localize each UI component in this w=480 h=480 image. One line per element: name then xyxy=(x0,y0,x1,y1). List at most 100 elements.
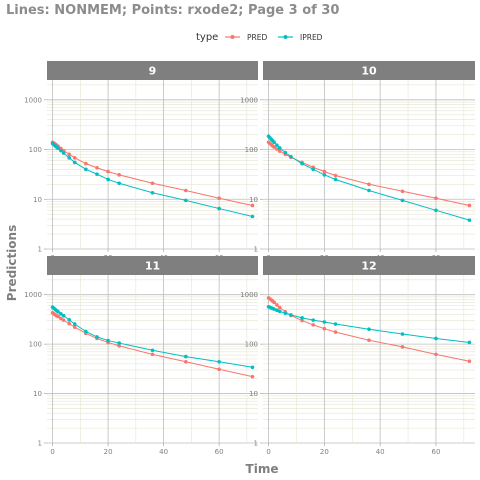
y-tick-label: 1 xyxy=(38,246,42,254)
data-point-pred xyxy=(400,189,405,194)
data-point-ipred xyxy=(150,190,155,195)
facet-strip-label: 12 xyxy=(361,260,376,273)
data-point-ipred xyxy=(322,320,327,324)
facet-strip-label: 10 xyxy=(361,65,377,78)
data-point-pred xyxy=(400,345,405,349)
data-point-ipred xyxy=(434,336,438,341)
data-point-ipred xyxy=(283,150,288,155)
data-point-pred xyxy=(150,352,155,357)
data-point-pred xyxy=(217,367,221,372)
data-point-pred xyxy=(117,173,121,177)
data-point-ipred xyxy=(56,146,60,151)
data-point-ipred xyxy=(117,181,121,186)
data-point-ipred xyxy=(333,322,338,326)
legend-label-pred: PRED xyxy=(247,33,267,42)
data-point-pred xyxy=(117,344,121,348)
data-point-ipred xyxy=(322,173,327,177)
y-tick-label: 1000 xyxy=(24,96,42,104)
data-point-ipred xyxy=(61,151,66,155)
data-point-ipred xyxy=(311,167,316,172)
legend-key-pred xyxy=(225,35,240,39)
data-point-ipred xyxy=(106,338,110,343)
data-point-pred xyxy=(333,330,338,334)
y-tick-label: 10 xyxy=(249,390,258,398)
y-tick-label: 1 xyxy=(254,440,258,448)
data-point-ipred xyxy=(311,318,316,322)
data-point-pred xyxy=(300,318,304,323)
data-point-ipred xyxy=(272,307,276,311)
data-point-ipred xyxy=(277,309,282,314)
y-tick-label: 1000 xyxy=(24,291,42,299)
data-point-pred xyxy=(67,321,72,326)
y-tick-label: 100 xyxy=(245,146,258,154)
data-point-pred xyxy=(250,374,255,379)
data-point-ipred xyxy=(277,146,282,150)
data-point-pred xyxy=(72,325,77,329)
legend-point-ipred xyxy=(283,35,288,39)
data-point-ipred xyxy=(367,327,371,332)
data-point-pred xyxy=(367,182,371,187)
data-point-pred xyxy=(272,300,276,305)
data-point-ipred xyxy=(289,313,293,317)
y-tick-label: 1 xyxy=(38,440,42,448)
data-point-pred xyxy=(434,196,438,201)
facet-strip xyxy=(47,61,258,80)
x-tick-label: 20 xyxy=(104,448,113,456)
data-point-pred xyxy=(84,161,88,166)
legend-key-ipred xyxy=(278,35,293,39)
data-point-ipred xyxy=(250,365,255,370)
data-point-pred xyxy=(367,338,371,343)
data-point-pred xyxy=(275,303,279,307)
data-point-ipred xyxy=(84,167,88,172)
data-point-pred xyxy=(434,352,438,357)
data-point-pred xyxy=(467,359,472,364)
data-point-ipred xyxy=(333,177,338,182)
x-tick-label: 60 xyxy=(431,448,440,456)
legend-label-ipred: IPRED xyxy=(300,33,323,42)
data-point-pred xyxy=(67,152,72,157)
data-point-pred xyxy=(95,165,99,170)
y-tick-label: 10 xyxy=(249,196,258,204)
data-point-ipred xyxy=(117,341,121,345)
data-point-pred xyxy=(277,149,282,153)
data-point-ipred xyxy=(467,218,472,222)
facet-strip xyxy=(47,256,258,275)
x-tick-label: 40 xyxy=(159,448,168,456)
data-point-pred xyxy=(322,169,327,174)
facet-panels: 9110100100002040601011010010000204060111… xyxy=(24,61,475,456)
data-point-pred xyxy=(184,188,188,193)
data-point-pred xyxy=(184,359,188,364)
data-point-ipred xyxy=(367,188,371,193)
data-point-pred xyxy=(275,147,279,151)
x-tick-label: 0 xyxy=(50,448,54,456)
data-point-pred xyxy=(311,323,316,327)
data-point-ipred xyxy=(467,340,472,345)
data-point-ipred xyxy=(275,143,279,148)
data-point-ipred xyxy=(400,332,405,336)
x-tick-label: 60 xyxy=(215,448,224,456)
data-point-pred xyxy=(150,181,155,186)
data-point-ipred xyxy=(434,208,438,213)
x-tick-label: 0 xyxy=(266,448,270,456)
data-point-pred xyxy=(467,203,472,208)
x-tick-label: 40 xyxy=(376,448,385,456)
data-point-ipred xyxy=(150,348,155,353)
data-point-ipred xyxy=(217,359,221,364)
data-point-ipred xyxy=(283,311,288,316)
data-point-ipred xyxy=(67,156,72,160)
data-point-pred xyxy=(250,203,255,208)
data-point-ipred xyxy=(84,329,88,334)
data-point-ipred xyxy=(95,335,99,339)
data-point-ipred xyxy=(72,160,77,165)
x-tick-label: 20 xyxy=(320,448,329,456)
data-point-ipred xyxy=(289,154,293,159)
y-tick-label: 100 xyxy=(29,341,42,349)
data-point-ipred xyxy=(61,313,66,318)
data-point-ipred xyxy=(95,172,99,176)
y-tick-label: 10 xyxy=(33,390,42,398)
data-point-ipred xyxy=(106,177,110,182)
legend-point-pred xyxy=(230,35,235,39)
chart-title: Lines: NONMEM; Points: rxode2; Page 3 of… xyxy=(6,3,339,18)
data-point-pred xyxy=(59,316,63,321)
